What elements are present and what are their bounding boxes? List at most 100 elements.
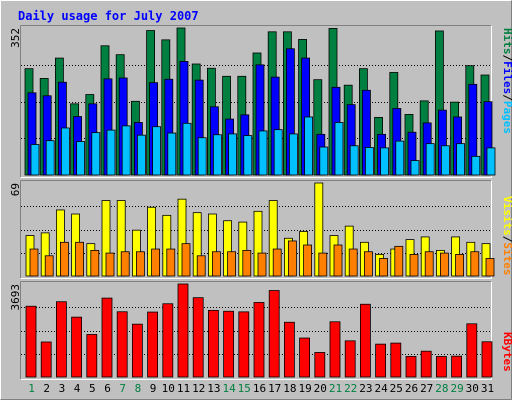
bar-kbytes-day-12 (192, 297, 204, 378)
visits-panel-max-label: 69 (9, 183, 22, 196)
x-tick-label-day-4: 4 (74, 382, 81, 395)
bar-sites-day-13 (211, 251, 221, 277)
bar-sites-day-6 (105, 252, 115, 277)
bar-pages-day-15 (243, 135, 253, 176)
legend-sites: Sites (501, 242, 512, 275)
x-tick-label-day-14: 14 (222, 382, 236, 395)
bar-pages-day-18 (288, 133, 298, 176)
bars (24, 27, 496, 378)
bar-sites-day-27 (424, 251, 434, 277)
bar-kbytes-day-29 (451, 355, 463, 378)
bar-kbytes-day-17 (268, 290, 280, 378)
bar-pages-day-13 (212, 134, 222, 176)
bar-kbytes-day-8 (131, 323, 143, 378)
bar-sites-day-24 (379, 258, 389, 277)
legend-kbytes-wrap: KBytes (501, 332, 512, 372)
bar-kbytes-day-2 (40, 341, 52, 378)
bar-pages-day-22 (349, 145, 359, 176)
bar-pages-day-31 (486, 147, 496, 176)
x-tick-label-day-13: 13 (207, 382, 220, 395)
x-tick-label-day-15: 15 (238, 382, 251, 395)
bar-pages-day-19 (304, 116, 314, 176)
x-tick-label-day-8: 8 (135, 382, 142, 395)
bar-sites-day-4 (75, 241, 84, 277)
bar-kbytes-day-25 (390, 342, 402, 378)
x-tick-label-day-9: 9 (150, 382, 157, 395)
bar-kbytes-day-21 (329, 321, 341, 378)
legend-separator: / (501, 94, 512, 101)
bar-sites-day-14 (227, 251, 237, 277)
x-tick-label-day-17: 17 (268, 382, 281, 395)
legend-kbytes: KBytes (501, 332, 512, 372)
x-axis-labels: 1 2 3 4 5 6 7 8 9 10 11 12 13 14 15 16 17 18 19 20 21 22 23 24 2… (28, 382, 494, 395)
bar-pages-day-2 (45, 140, 55, 176)
bar-pages-day-28 (440, 145, 450, 176)
legend-separator: / (501, 55, 512, 62)
x-tick-label-day-16: 16 (253, 382, 266, 395)
bar-sites-day-12 (196, 255, 206, 277)
bar-pages-day-14 (228, 133, 238, 176)
bar-pages-day-26 (410, 160, 420, 176)
legend-visits: Visits (501, 196, 512, 236)
x-tick-label-day-22: 22 (344, 382, 357, 395)
bar-pages-day-29 (456, 143, 466, 176)
bar-sites-day-5 (90, 249, 100, 277)
bar-pages-day-1 (30, 144, 40, 176)
bar-pages-day-9 (152, 126, 162, 176)
bar-kbytes-day-28 (435, 356, 447, 378)
x-tick-label-day-28: 28 (435, 382, 448, 395)
x-tick-label-day-25: 25 (390, 382, 403, 395)
bar-kbytes-day-7 (116, 311, 128, 378)
x-tick-label-day-20: 20 (314, 382, 327, 395)
bar-kbytes-day-27 (420, 350, 432, 378)
bar-pages-day-5 (91, 132, 101, 176)
bar-kbytes-day-6 (101, 297, 113, 378)
legend-sites-visits: Visits/Sites (501, 196, 512, 276)
hits-panel-max-label: 352 (9, 28, 22, 48)
x-tick-label-day-5: 5 (89, 382, 96, 395)
bar-sites-day-10 (166, 248, 176, 277)
bar-sites-day-28 (439, 252, 449, 277)
bar-sites-day-9 (151, 248, 161, 277)
bar-pages-day-6 (106, 129, 116, 176)
bar-pages-day-16 (258, 130, 268, 176)
bar-kbytes-day-26 (405, 356, 417, 378)
x-tick-label-day-7: 7 (119, 382, 126, 395)
bar-pages-day-10 (167, 132, 177, 176)
bar-sites-day-26 (409, 254, 419, 277)
bar-sites-day-18 (287, 240, 297, 277)
bar-pages-day-20 (319, 146, 329, 176)
bar-pages-day-3 (61, 127, 70, 176)
bar-kbytes-day-15 (238, 311, 250, 378)
bar-kbytes-day-4 (71, 316, 82, 378)
bar-kbytes-day-5 (86, 334, 98, 378)
x-tick-label-day-27: 27 (420, 382, 433, 395)
x-tick-label-day-29: 29 (450, 382, 463, 395)
bar-kbytes-day-1 (25, 305, 37, 378)
legend-pages-files-hits: Hits/Files/Pages (501, 28, 512, 134)
kbytes-panel-max-label: 3693 (9, 284, 22, 311)
x-tick-label-day-24: 24 (374, 382, 388, 395)
bar-sites-day-20 (318, 252, 328, 277)
bar-sites-day-7 (120, 251, 130, 277)
legend-hits: Hits (501, 28, 512, 55)
x-tick-label-day-23: 23 (359, 382, 372, 395)
bar-sites-day-22 (348, 248, 358, 277)
bar-sites-day-17 (272, 248, 282, 277)
bar-pages-day-23 (364, 147, 374, 176)
x-tick-label-day-12: 12 (192, 382, 205, 395)
bar-pages-day-27 (425, 143, 435, 176)
bar-sites-day-19 (303, 244, 313, 277)
bar-pages-day-24 (380, 147, 390, 176)
x-tick-label-day-26: 26 (405, 382, 418, 395)
bar-kbytes-day-22 (344, 340, 356, 378)
bar-pages-day-4 (76, 141, 85, 176)
bar-sites-day-16 (257, 252, 267, 277)
bar-sites-day-11 (181, 243, 191, 277)
bar-kbytes-day-19 (299, 337, 311, 378)
bar-pages-day-30 (471, 155, 481, 176)
legend-separator: / (501, 236, 512, 243)
x-tick-label-day-1: 1 (28, 382, 35, 395)
bar-kbytes-day-3 (56, 301, 67, 378)
